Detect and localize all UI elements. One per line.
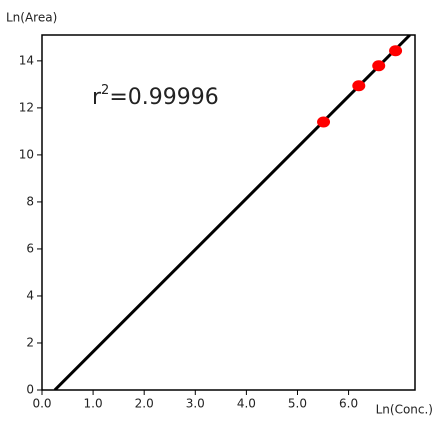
x-tick-label: 0.0 <box>32 397 51 411</box>
x-tick-label: 1.0 <box>84 397 103 411</box>
y-tick-label: 4 <box>26 288 34 302</box>
y-tick-label: 8 <box>26 194 34 208</box>
y-tick-label: 10 <box>19 147 34 161</box>
fit-line <box>53 35 411 390</box>
y-tick-label: 6 <box>26 241 34 255</box>
data-point <box>372 60 386 72</box>
x-tick-label: 2.0 <box>135 397 154 411</box>
plot-frame <box>41 34 416 391</box>
x-tick-label: 5.0 <box>288 397 307 411</box>
y-tick-label: 0 <box>26 383 34 397</box>
x-tick-label: 4.0 <box>237 397 256 411</box>
x-axis-label: Ln(Conc.) <box>376 403 433 417</box>
annotation: r2=0.99996 <box>92 83 219 111</box>
y-tick-label: 2 <box>26 335 34 349</box>
data-point <box>389 45 403 57</box>
x-tick-label: 3.0 <box>186 397 205 411</box>
x-tick-label: 6.0 <box>339 397 358 411</box>
y-axis-label: Ln(Area) <box>6 11 57 25</box>
data-point <box>317 116 331 128</box>
y-tick-label: 12 <box>19 100 34 114</box>
data-point <box>352 80 366 92</box>
y-tick-label: 14 <box>19 53 34 67</box>
